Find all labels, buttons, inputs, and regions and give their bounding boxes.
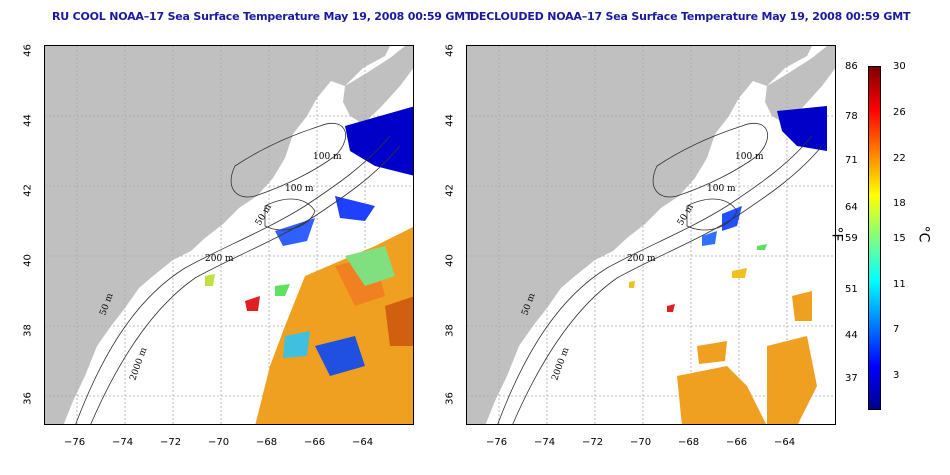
celsius-tick: 7 <box>893 324 900 335</box>
right-map-title: DECLOUDED NOAA–17 Sea Surface Temperatur… <box>470 10 911 23</box>
fahrenheit-tick: 44 <box>845 330 858 341</box>
celsius-tick: 3 <box>893 370 900 381</box>
lon-tick: −66 <box>304 437 326 448</box>
land-mass <box>467 46 812 424</box>
contour-label: 100 m <box>735 152 764 162</box>
lat-tick: 36 <box>444 392 456 405</box>
lat-tick: 36 <box>22 392 34 405</box>
left-sst-map[interactable]: 100 m 100 m 50 m 200 m 50 m 2000 m <box>44 45 414 425</box>
contour-label: 100 m <box>285 184 314 194</box>
fahrenheit-tick: 37 <box>845 373 858 384</box>
lon-tick: −64 <box>774 437 796 448</box>
bathymetry-contours <box>497 123 823 424</box>
lon-tick: −74 <box>534 437 556 448</box>
lon-tick: −76 <box>64 437 86 448</box>
fahrenheit-tick: 71 <box>845 155 858 166</box>
lat-tick: 42 <box>22 184 34 197</box>
land-mass <box>45 46 390 424</box>
temperature-colorbar <box>868 66 881 410</box>
sst-pixels <box>629 106 827 424</box>
fahrenheit-tick: 78 <box>845 111 858 122</box>
contour-label: 50 m <box>676 202 696 227</box>
celsius-tick: 15 <box>893 233 906 244</box>
left-map-title: RU COOL NOAA–17 Sea Surface Temperature … <box>52 10 473 23</box>
nova-scotia <box>765 46 835 124</box>
lat-tick: 46 <box>22 44 34 57</box>
contour-label: 50 m <box>254 202 274 227</box>
lon-tick: −64 <box>352 437 374 448</box>
contour-label: 200 m <box>627 254 656 264</box>
lon-tick: −72 <box>160 437 182 448</box>
lon-tick: −70 <box>208 437 230 448</box>
fahrenheit-unit-label: °F <box>828 226 845 242</box>
right-sst-map[interactable]: 100 m 100 m 50 m 200 m 50 m 2000 m <box>466 45 836 425</box>
lon-tick: −68 <box>678 437 700 448</box>
contour-label: 2000 m <box>550 346 571 382</box>
contour-label: 2000 m <box>128 346 149 382</box>
fahrenheit-tick: 64 <box>845 202 858 213</box>
celsius-tick: 11 <box>893 279 906 290</box>
lat-tick: 46 <box>444 44 456 57</box>
lon-tick: −74 <box>112 437 134 448</box>
lon-tick: −70 <box>630 437 652 448</box>
right-map-svg: 100 m 100 m 50 m 200 m 50 m 2000 m <box>467 46 835 424</box>
celsius-tick: 22 <box>893 153 906 164</box>
contour-label: 100 m <box>313 152 342 162</box>
celsius-tick: 26 <box>893 107 906 118</box>
fahrenheit-tick: 59 <box>845 233 858 244</box>
left-map-svg: 100 m 100 m 50 m 200 m 50 m 2000 m <box>45 46 413 424</box>
celsius-tick: 30 <box>893 61 906 72</box>
fahrenheit-tick: 86 <box>845 61 858 72</box>
nova-scotia <box>343 46 413 124</box>
lon-tick: −66 <box>726 437 748 448</box>
lat-tick: 38 <box>22 324 34 337</box>
lat-tick: 38 <box>444 324 456 337</box>
lat-tick: 42 <box>444 184 456 197</box>
bathymetry-contours <box>75 123 401 424</box>
celsius-unit-label: °C <box>915 225 932 243</box>
contour-label: 100 m <box>707 184 736 194</box>
lat-tick: 44 <box>444 114 456 127</box>
lat-tick: 44 <box>22 114 34 127</box>
sst-pixels <box>205 106 413 424</box>
lon-tick: −68 <box>256 437 278 448</box>
lat-tick: 40 <box>444 254 456 267</box>
lat-tick: 40 <box>22 254 34 267</box>
fahrenheit-tick: 51 <box>845 284 858 295</box>
lon-tick: −76 <box>486 437 508 448</box>
lon-tick: −72 <box>582 437 604 448</box>
contour-label: 200 m <box>205 254 234 264</box>
celsius-tick: 18 <box>893 198 906 209</box>
